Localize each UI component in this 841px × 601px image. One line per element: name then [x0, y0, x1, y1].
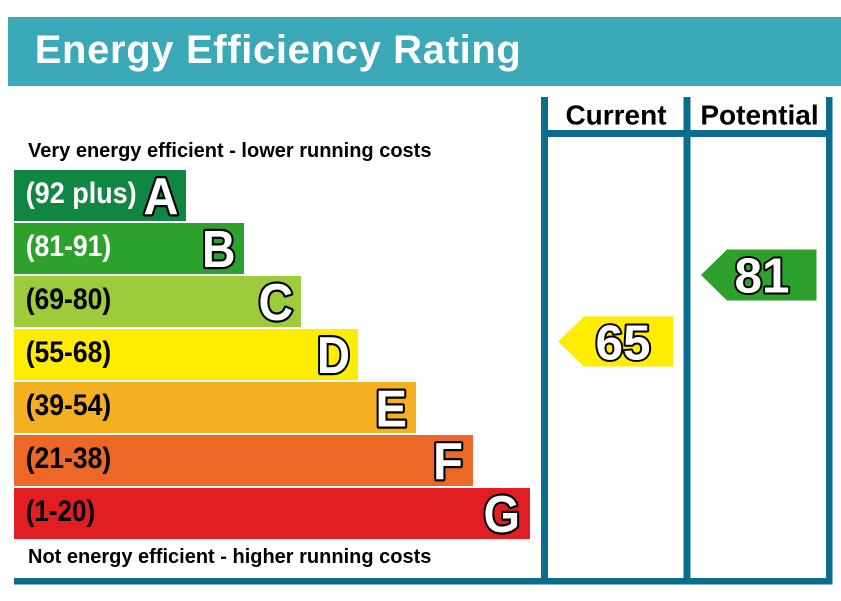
- svg-text:Not energy efficient - higher: Not energy efficient - higher running co…: [28, 546, 431, 568]
- svg-text:65: 65: [595, 316, 650, 371]
- svg-text:F: F: [433, 433, 463, 491]
- svg-text:C: C: [259, 274, 294, 332]
- svg-text:G: G: [484, 486, 521, 544]
- svg-text:Energy Efficiency Rating: Energy Efficiency Rating: [35, 28, 522, 72]
- svg-text:Very energy efficient - lower: Very energy efficient - lower running co…: [28, 140, 431, 162]
- svg-text:(1-20): (1-20): [26, 495, 96, 528]
- svg-text:B: B: [202, 221, 236, 279]
- svg-text:Potential: Potential: [700, 100, 818, 131]
- svg-text:(81-91): (81-91): [26, 230, 112, 263]
- svg-text:(55-68): (55-68): [26, 336, 112, 369]
- svg-text:81: 81: [734, 249, 789, 304]
- svg-text:(92 plus): (92 plus): [26, 177, 137, 210]
- svg-text:A: A: [144, 168, 179, 226]
- svg-text:(69-80): (69-80): [26, 283, 112, 316]
- svg-text:(21-38): (21-38): [26, 442, 112, 475]
- svg-text:(39-54): (39-54): [26, 389, 112, 422]
- svg-text:Current: Current: [565, 100, 666, 131]
- svg-text:E: E: [376, 381, 408, 439]
- svg-text:D: D: [317, 327, 350, 385]
